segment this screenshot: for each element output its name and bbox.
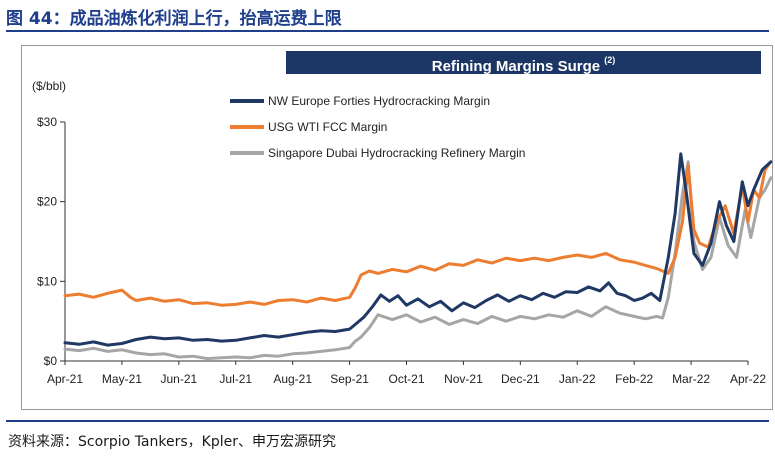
figure-title: 图 44：成品油炼化利润上行，抬高运费上限 bbox=[6, 9, 342, 29]
legend-label: Singapore Dubai Hydrocracking Refinery M… bbox=[268, 146, 525, 160]
x-tick-label: Jan-22 bbox=[559, 372, 596, 386]
x-tick-label: Dec-21 bbox=[501, 372, 540, 386]
y-tick-label: $30 bbox=[37, 115, 57, 129]
x-tick-label: Feb-22 bbox=[615, 372, 653, 386]
x-tick-label: Apr-21 bbox=[47, 372, 83, 386]
x-tick-label: Jul-21 bbox=[219, 372, 252, 386]
source-divider bbox=[6, 420, 769, 422]
chart-frame bbox=[21, 45, 773, 410]
series-line-usg-wti-fcc-margin bbox=[63, 160, 773, 307]
y-tick-label: $20 bbox=[37, 195, 57, 209]
x-tick-label: Mar-22 bbox=[672, 372, 710, 386]
chart-title-footnote: (2) bbox=[604, 55, 616, 65]
x-tick-label: Oct-21 bbox=[388, 372, 424, 386]
y-tick-label: $10 bbox=[37, 274, 57, 288]
legend-label: USG WTI FCC Margin bbox=[268, 120, 387, 134]
y-tick-label: $0 bbox=[44, 354, 58, 368]
title-underline bbox=[6, 30, 769, 32]
x-tick-label: Sep-21 bbox=[330, 372, 369, 386]
x-tick-label: May-21 bbox=[102, 372, 142, 386]
series-line-nw-europe-forties-hydrocracking-margin bbox=[63, 152, 773, 347]
legend-label: NW Europe Forties Hydrocracking Margin bbox=[268, 94, 490, 108]
x-tick-label: Jun-21 bbox=[160, 372, 197, 386]
x-tick-label: Aug-21 bbox=[273, 372, 312, 386]
x-tick-label: Apr-22 bbox=[730, 372, 766, 386]
y-axis-unit-label: ($/bbl) bbox=[32, 79, 67, 93]
chart-title-bar: Refining Margins Surge (2) bbox=[286, 51, 761, 75]
chart-title: Refining Margins Surge bbox=[431, 58, 601, 75]
series-line-singapore-dubai-hydrocracking-refinery-margin bbox=[63, 160, 773, 361]
x-tick-label: Nov-21 bbox=[444, 372, 483, 386]
source-note: 资料来源：Scorpio Tankers，Kpler、申万宏源研究 bbox=[8, 434, 336, 450]
